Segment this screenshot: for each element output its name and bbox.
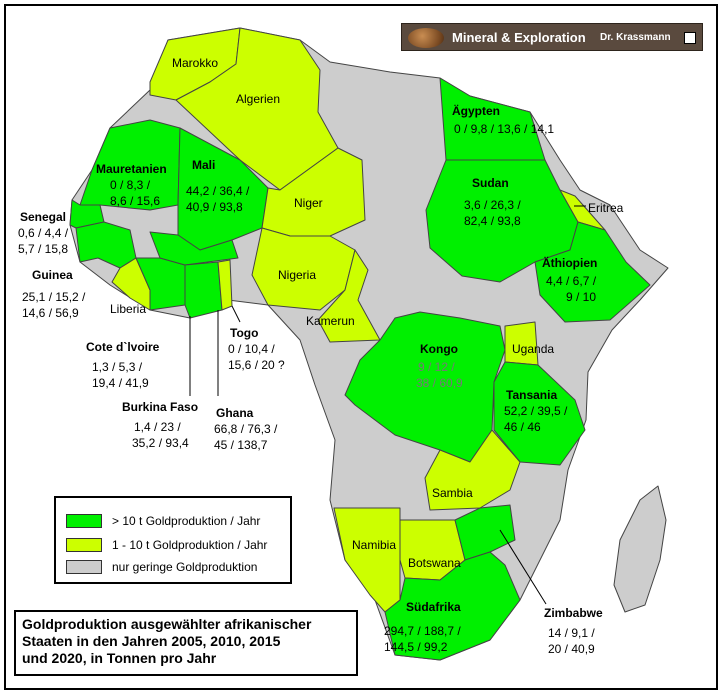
label-kamerun: Kamerun: [306, 314, 355, 328]
label-togo: Togo: [230, 326, 259, 340]
legend-label-high: > 10 t Goldproduktion / Jahr: [112, 514, 261, 528]
map-title-line-3: und 2020, in Tonnen pro Jahr: [22, 650, 217, 666]
label-nigeria: Nigeria: [278, 268, 317, 282]
label-algerien: Algerien: [236, 92, 281, 106]
banner-author: Dr. Krassmann: [600, 32, 671, 43]
country-aegypten: [439, 77, 546, 161]
label-uganda: Uganda: [512, 342, 555, 356]
country-namibia: [333, 507, 401, 613]
values-aegypten: 0 / 9,8 / 13,6 / 14,1: [454, 122, 555, 136]
values-burkina-1: 1,4 / 23 /: [134, 420, 181, 434]
values-sudan-2: 82,4 / 93,8: [464, 214, 521, 228]
map-title: Goldproduktion ausgewählter afrikanische…: [14, 610, 358, 676]
label-tansania: Tansania: [506, 388, 558, 402]
values-mali-2: 40,9 / 93,8: [186, 200, 243, 214]
values-aethiopien-1: 4,4 / 6,7 /: [546, 274, 597, 288]
values-cote-2: 19,4 / 41,9: [92, 376, 149, 390]
legend-label-medium: 1 - 10 t Goldproduktion / Jahr: [112, 538, 268, 552]
values-mauretanien-1: 0 / 8,3 /: [110, 178, 151, 192]
country-burkina: [149, 231, 239, 266]
values-sudan-1: 3,6 / 26,3 /: [464, 198, 521, 212]
legend-swatch-low: [66, 560, 102, 574]
label-aegypten: Ägypten: [452, 104, 500, 118]
label-kongo: Kongo: [420, 342, 458, 356]
values-burkina-2: 35,2 / 93,4: [132, 436, 189, 450]
banner-title: Mineral & Exploration: [452, 30, 586, 45]
values-suedafrika-1: 294,7 / 188,7 /: [384, 624, 461, 638]
label-senegal: Senegal: [20, 210, 67, 224]
legend-swatch-high: [66, 514, 102, 528]
values-aethiopien-2: 9 / 10: [566, 290, 597, 304]
leader-zimbabwe: [499, 529, 547, 605]
legend-swatch-medium: [66, 538, 102, 552]
banner: Mineral & Exploration Dr. Krassmann: [401, 23, 703, 51]
label-ghana: Ghana: [216, 406, 254, 420]
values-zimbabwe-2: 20 / 40,9: [548, 642, 595, 656]
values-guinea-1: 25,1 / 15,2 /: [22, 290, 86, 304]
values-zimbabwe-1: 14 / 9,1 /: [548, 626, 595, 640]
logo-icon: [684, 32, 696, 44]
label-suedafrika: Südafrika: [406, 600, 461, 614]
label-namibia: Namibia: [352, 538, 397, 552]
values-suedafrika-2: 144,5 / 99,2: [384, 640, 448, 654]
values-kongo-1: 9 / 12 /: [418, 360, 455, 374]
values-togo-1: 0 / 10,4 /: [228, 342, 275, 356]
values-togo-2: 15,6 / 20 ?: [228, 358, 285, 372]
values-ghana-2: 45 / 138,7: [214, 438, 268, 452]
values-cote-1: 1,3 / 5,3 /: [92, 360, 143, 374]
country-kamerun: [317, 249, 381, 343]
label-eritrea: Eritrea: [588, 201, 624, 215]
label-botswana: Botswana: [408, 556, 461, 570]
country-aethiopien: [534, 221, 651, 323]
map-title-line-2: Staaten in den Jahren 2005, 2010, 2015: [22, 633, 281, 649]
label-niger: Niger: [294, 196, 323, 210]
country-tansania: [493, 361, 586, 466]
leader-togo: [231, 305, 241, 323]
rock-icon: [408, 28, 444, 48]
madagascar: [613, 485, 667, 613]
values-senegal-2: 5,7 / 15,8: [18, 242, 69, 256]
label-liberia: Liberia: [110, 302, 147, 316]
values-tansania-1: 52,2 / 39,5 /: [504, 404, 568, 418]
label-cote: Cote d`lvoire: [86, 340, 160, 354]
legend-label-low: nur geringe Goldproduktion: [112, 560, 258, 574]
label-mali: Mali: [192, 158, 216, 172]
values-mauretanien-2: 8,6 / 15,6: [110, 194, 161, 208]
legend: > 10 t Goldproduktion / Jahr 1 - 10 t Go…: [54, 496, 292, 584]
label-sambia: Sambia: [432, 486, 473, 500]
values-mali-1: 44,2 / 36,4 /: [186, 184, 250, 198]
values-ghana-1: 66,8 / 76,3 /: [214, 422, 278, 436]
values-guinea-2: 14,6 / 56,9: [22, 306, 79, 320]
values-kongo-2: 38 / 60,9: [416, 376, 463, 390]
label-zimbabwe: Zimbabwe: [544, 606, 603, 620]
values-tansania-2: 46 / 46: [504, 420, 541, 434]
values-senegal-1: 0,6 / 4,4 /: [18, 226, 69, 240]
country-suedafrika: [384, 551, 521, 661]
label-sudan: Sudan: [472, 176, 509, 190]
label-marokko: Marokko: [172, 56, 219, 70]
map-title-line-1: Goldproduktion ausgewählter afrikanische…: [22, 616, 312, 632]
label-aethiopien: Äthiopien: [542, 256, 598, 270]
label-mauretanien: Mauretanien: [96, 162, 167, 176]
label-guinea: Guinea: [32, 268, 73, 282]
label-burkina: Burkina Faso: [122, 400, 199, 414]
country-guinea: [75, 221, 137, 269]
country-ghana: [184, 261, 223, 319]
